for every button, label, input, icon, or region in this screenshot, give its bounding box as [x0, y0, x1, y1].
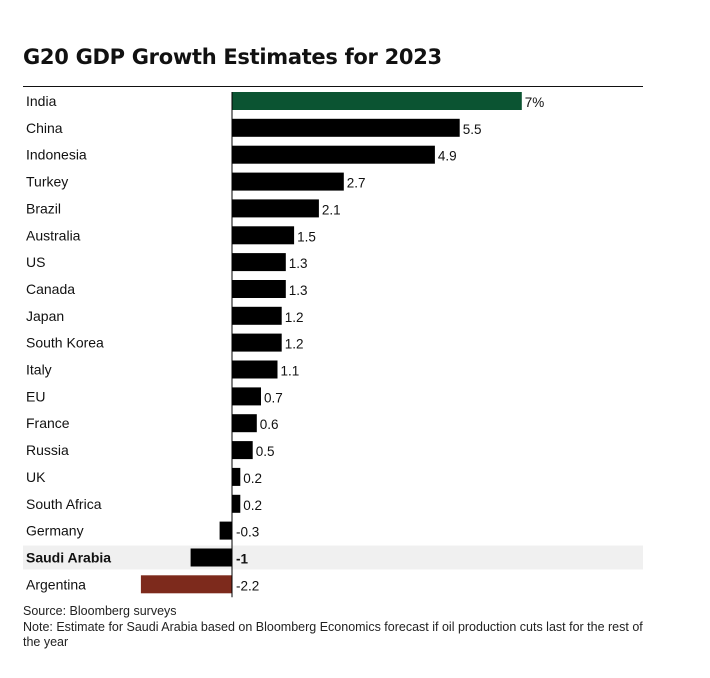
- bar-italy: [232, 360, 278, 379]
- category-label-japan: Japan: [26, 308, 64, 324]
- bar-china: [232, 118, 460, 137]
- bar-brazil: [232, 199, 319, 218]
- bar-us: [232, 253, 286, 272]
- value-label-turkey: 2.7: [347, 176, 366, 191]
- bar-canada: [232, 280, 286, 298]
- bar-turkey: [232, 172, 344, 191]
- bar-france: [232, 414, 257, 433]
- chart-title: G20 GDP Growth Estimates for 2023: [23, 45, 442, 69]
- bar-saudi-arabia: [190, 548, 232, 567]
- value-label-saudi-arabia: -1: [236, 552, 248, 567]
- bar-australia: [232, 226, 295, 245]
- value-label-canada: 1.3: [289, 283, 308, 298]
- category-label-canada: Canada: [26, 281, 75, 297]
- value-label-brazil: 2.1: [322, 202, 341, 217]
- value-label-france: 0.6: [260, 417, 279, 432]
- category-label-australia: Australia: [26, 227, 81, 243]
- value-label-uk: 0.2: [243, 471, 262, 486]
- bar-south-africa: [232, 494, 241, 513]
- value-label-eu: 0.7: [264, 390, 283, 405]
- category-label-france: France: [26, 415, 70, 431]
- bar-uk: [232, 467, 241, 486]
- value-label-south-africa: 0.2: [243, 498, 262, 513]
- category-label-eu: EU: [26, 388, 45, 404]
- value-label-china: 5.5: [463, 122, 482, 137]
- value-label-argentina: -2.2: [236, 578, 259, 593]
- category-label-russia: Russia: [26, 442, 69, 458]
- value-label-italy: 1.1: [281, 364, 300, 379]
- value-label-indonesia: 4.9: [438, 149, 457, 164]
- chart-footer: Source: Bloomberg surveys Note: Estimate…: [23, 604, 653, 651]
- category-label-argentina: Argentina: [26, 576, 86, 592]
- bar-india: [232, 92, 522, 110]
- note-text: Note: Estimate for Saudi Arabia based on…: [23, 619, 643, 650]
- bar-south-korea: [232, 333, 282, 352]
- bar-russia: [232, 441, 253, 460]
- category-label-germany: Germany: [26, 523, 84, 539]
- category-label-india: India: [26, 93, 57, 109]
- value-label-germany: -0.3: [236, 525, 259, 540]
- category-label-saudi-arabia: Saudi Arabia: [26, 550, 111, 566]
- value-label-south-korea: 1.2: [285, 337, 304, 352]
- category-label-uk: UK: [26, 469, 46, 485]
- category-label-indonesia: Indonesia: [26, 147, 87, 163]
- category-label-turkey: Turkey: [26, 174, 68, 190]
- bar-eu: [232, 387, 261, 406]
- category-label-brazil: Brazil: [26, 200, 61, 216]
- category-label-china: China: [26, 120, 63, 136]
- category-label-south-korea: South Korea: [26, 335, 104, 351]
- category-label-us: US: [26, 254, 45, 270]
- source-text: Source: Bloomberg surveys: [23, 604, 177, 618]
- value-label-us: 1.3: [289, 256, 308, 271]
- category-label-south-africa: South Africa: [26, 496, 102, 512]
- value-label-australia: 1.5: [297, 229, 316, 244]
- category-label-italy: Italy: [26, 362, 52, 378]
- bar-argentina: [140, 575, 232, 594]
- row-highlight-saudi-arabia: [23, 545, 643, 570]
- value-label-india: 7%: [525, 95, 545, 110]
- title-rule: [23, 86, 643, 87]
- bar-indonesia: [232, 145, 435, 164]
- bar-japan: [232, 306, 282, 325]
- value-label-japan: 1.2: [285, 310, 304, 325]
- value-label-russia: 0.5: [256, 444, 275, 459]
- bar-germany: [219, 521, 232, 540]
